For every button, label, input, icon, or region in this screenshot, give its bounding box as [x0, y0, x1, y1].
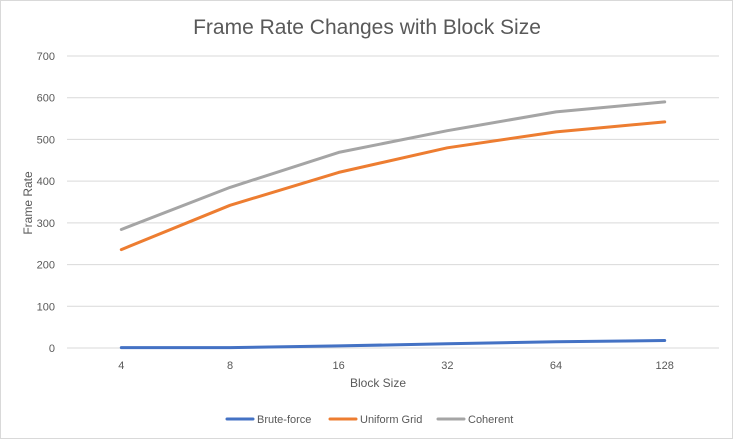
y-tick-label: 500	[37, 134, 55, 146]
y-tick-label: 100	[37, 301, 55, 313]
y-axis-title: Frame Rate	[21, 171, 35, 235]
series-line-coherent	[119, 100, 667, 231]
y-tick-label: 400	[37, 176, 55, 188]
x-axis-title: Block Size	[350, 376, 406, 390]
gridlines	[67, 55, 719, 349]
chart-title: Frame Rate Changes with Block Size	[193, 16, 541, 39]
x-tick-label: 16	[333, 360, 345, 372]
legend-label: Uniform Grid	[360, 414, 422, 426]
x-tick-label: 128	[655, 360, 673, 372]
series-lines	[119, 100, 667, 350]
x-tick-label: 4	[118, 360, 124, 372]
y-tick-label: 700	[37, 51, 55, 63]
legend-label: Brute-force	[257, 414, 311, 426]
y-tick-label: 300	[37, 218, 55, 230]
legend-label: Coherent	[468, 414, 513, 426]
y-tick-label: 200	[37, 260, 55, 272]
legend: Brute-force Uniform Grid Coherent	[225, 414, 513, 426]
y-tick-label: 600	[37, 93, 55, 105]
y-tick-label: 0	[49, 343, 55, 355]
series-line-brute-force	[119, 339, 667, 350]
series-line-uniform-grid	[119, 120, 667, 252]
x-tick-label: 32	[441, 360, 453, 372]
y-axis-ticks: 0 100 200 300 400 500 600 700	[37, 51, 55, 355]
x-tick-label: 8	[227, 360, 233, 372]
x-tick-label: 64	[550, 360, 562, 372]
x-axis-ticks: 4 8 16 32 64 128	[118, 360, 674, 372]
